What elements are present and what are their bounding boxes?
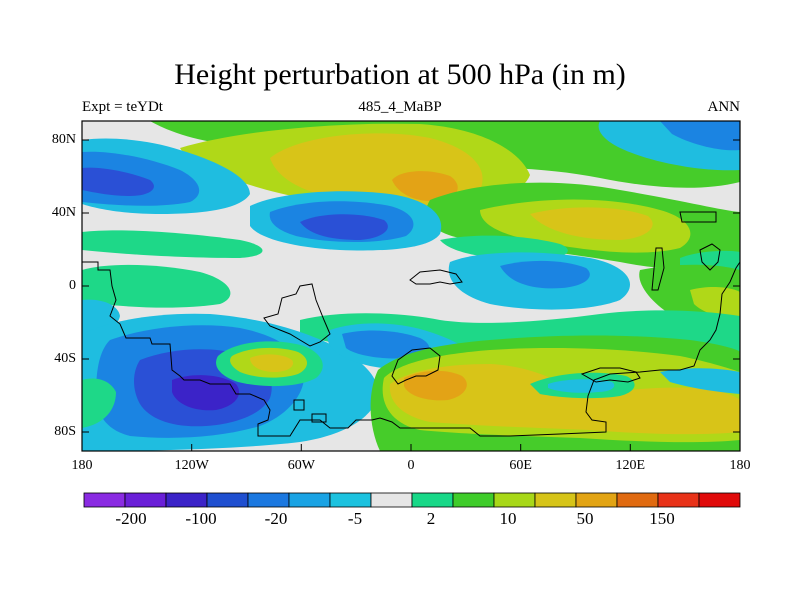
colorbar-swatch <box>206 492 249 508</box>
colorbar-swatch <box>657 492 700 508</box>
y-tick-label: 40N <box>51 205 76 220</box>
colorbar <box>83 492 741 508</box>
contour-region <box>660 121 740 151</box>
colorbar-label: -20 <box>264 509 288 528</box>
contour-region <box>392 171 458 202</box>
y-tick-label: 80S <box>54 424 76 439</box>
contour-region <box>404 370 467 401</box>
colorbar-swatch <box>616 492 659 508</box>
x-tick-label: 60W <box>287 458 315 473</box>
period-label: 485_4_MaBP <box>358 99 442 115</box>
contour-region <box>660 368 740 394</box>
experiment-label: Expt = teYDt <box>82 99 163 115</box>
axis-ticks <box>81 139 741 451</box>
colorbar-label: -200 <box>115 509 147 528</box>
contour-region <box>500 260 590 289</box>
contour-region <box>530 207 653 240</box>
contour-region <box>82 264 231 308</box>
coastline-path <box>82 261 740 437</box>
colorbar-label: -5 <box>347 509 363 528</box>
x-tick-label: 120E <box>615 458 646 473</box>
colorbar-swatch <box>247 492 290 508</box>
y-tick-label: 80N <box>51 132 76 147</box>
coastline-path <box>679 211 717 223</box>
colorbar-swatch <box>370 492 413 508</box>
coastline-path <box>263 283 331 347</box>
contour-region <box>300 214 388 240</box>
colorbar-swatch <box>698 492 741 508</box>
coastline-path <box>580 367 641 383</box>
contour-region <box>690 286 740 320</box>
contour-region <box>82 230 263 258</box>
colorbar-label: 2 <box>426 509 436 528</box>
figure-title: Height perturbation at 500 hPa (in m) <box>174 58 626 91</box>
coastline-path <box>293 399 305 411</box>
colorbar-swatch <box>165 492 208 508</box>
x-tick-label: 60E <box>509 458 532 473</box>
y-tick-label: 0 <box>69 278 76 293</box>
contour-field <box>82 121 740 451</box>
colorbar-swatch <box>411 492 454 508</box>
coastline-path <box>699 243 721 271</box>
colorbar-swatch <box>575 492 618 508</box>
colorbar-swatch <box>124 492 167 508</box>
colorbar-swatch <box>288 492 331 508</box>
y-tick-label: 40S <box>54 351 76 366</box>
colorbar-label: 10 <box>499 509 517 528</box>
x-tick-label: 180 <box>71 458 93 473</box>
x-tick-label: 0 <box>407 458 415 473</box>
contour-region <box>389 364 740 435</box>
colorbar-label: 150 <box>649 509 675 528</box>
coastline <box>82 211 740 437</box>
contour-region <box>342 330 430 359</box>
coastline-path <box>651 247 665 291</box>
colorbar-swatch <box>534 492 577 508</box>
contour-region <box>250 354 294 372</box>
x-tick-label: 120W <box>174 458 209 473</box>
colorbar-swatch <box>83 492 126 508</box>
colorbar-label: 50 <box>576 509 594 528</box>
colorbar-swatch <box>452 492 495 508</box>
colorbar-swatch <box>329 492 372 508</box>
colorbar-swatch <box>493 492 536 508</box>
coastline-path <box>311 413 327 423</box>
season-label: ANN <box>707 99 741 115</box>
coastline-path <box>391 347 441 385</box>
colorbar-label: -100 <box>185 509 217 528</box>
contour-region <box>82 167 154 196</box>
coastline-path <box>409 269 463 285</box>
contour-region <box>82 378 116 428</box>
contour-region <box>548 379 615 393</box>
x-tick-label: 180 <box>729 458 751 473</box>
